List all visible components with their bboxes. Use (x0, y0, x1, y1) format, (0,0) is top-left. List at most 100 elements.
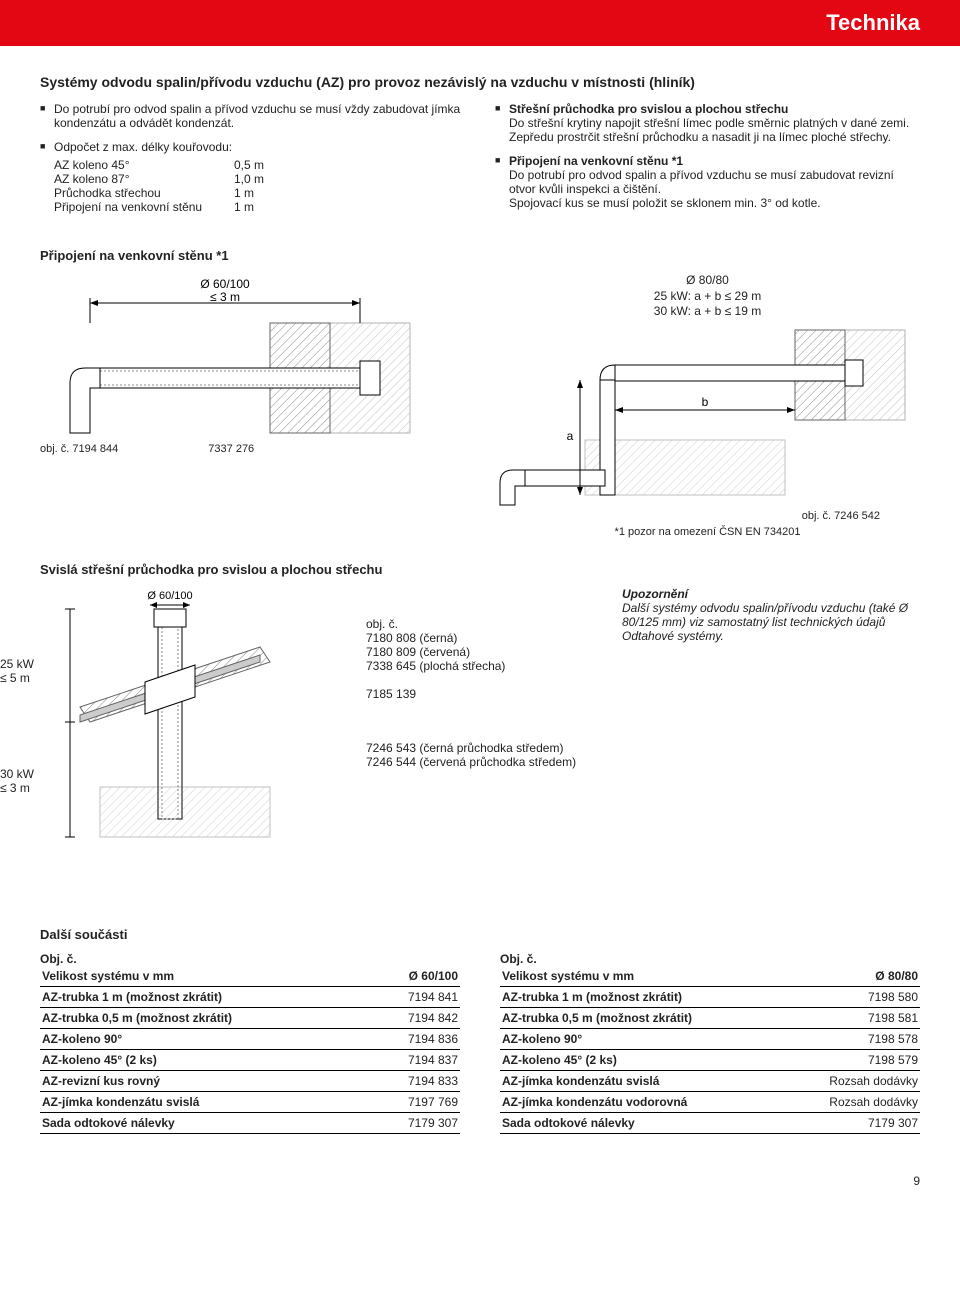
parts-columns: Obj. č. Velikost systému v mm Ø 60/100 A… (40, 952, 920, 1134)
wall-diagram-60-100: Ø 60/100 ≤ 3 m obj. č. 7194 844 7337 276 (40, 273, 465, 538)
parts-right-h-l: Velikost systému v mm (500, 966, 784, 987)
pl-4-l: AZ-revizní kus rovný (40, 1070, 368, 1091)
roof-right-text: Další systémy odvodu spalin/přívodu vzdu… (622, 601, 920, 643)
pr-2-r: 7198 578 (784, 1028, 920, 1049)
pr-6-r: 7179 307 (784, 1112, 920, 1133)
pl-1-r: 7194 842 (368, 1007, 460, 1028)
roof-section-title: Svislá střešní průchodka pro svislou a p… (40, 562, 920, 577)
roof-mid-i2-0: 7246 543 (černá průchodka středem) (366, 741, 596, 755)
parts-section-title: Další součásti (40, 927, 920, 942)
pr-3-l: AZ-koleno 45° (2 ks) (500, 1049, 784, 1070)
left-bullet-1-text: Do potrubí pro odvod spalin a přívod vzd… (54, 102, 460, 130)
pl-5-l: AZ-jímka kondenzátu svislá (40, 1091, 368, 1112)
right-bullet-2: Připojení na venkovní stěnu *1 Do potrub… (495, 154, 920, 210)
left-bullet-1: Do potrubí pro odvod spalin a přívod vzd… (40, 102, 465, 130)
roof-obj-label: obj. č. (366, 617, 596, 631)
wall-right-dim-a: a (567, 429, 574, 443)
pl-3-r: 7194 837 (368, 1049, 460, 1070)
roof-25kw-l2: ≤ 5 m (0, 671, 34, 685)
intro-columns: Do potrubí pro odvod spalin a přívod vzd… (40, 102, 920, 224)
pl-0-r: 7194 841 (368, 986, 460, 1007)
left-bullet-2: Odpočet z max. délky kouřovodu: AZ kolen… (40, 140, 465, 214)
pl-1-l: AZ-trubka 0,5 m (možnost zkrátit) (40, 1007, 368, 1028)
roof-right-title: Upozornění (622, 587, 920, 601)
wall-left-dia-len: ≤ 3 m (210, 290, 240, 304)
pr-0-l: AZ-trubka 1 m (možnost zkrátit) (500, 986, 784, 1007)
wall-diagram-80-80: Ø 80/80 25 kW: a + b ≤ 29 m 30 kW: a + b… (495, 273, 920, 538)
right-bullet-1-title: Střešní průchodka pro svislou a plochou … (509, 102, 788, 116)
wall-right-line2: 30 kW: a + b ≤ 19 m (495, 304, 920, 320)
parts-left: Obj. č. Velikost systému v mm Ø 60/100 A… (40, 952, 460, 1134)
pl-2-l: AZ-koleno 90° (40, 1028, 368, 1049)
pl-5-r: 7197 769 (368, 1091, 460, 1112)
kv-1-v: 1,0 m (234, 172, 264, 186)
wall-right-dia-top: Ø 80/80 (495, 273, 920, 289)
pr-4-r: Rozsah dodávky (784, 1070, 920, 1091)
intro-right: Střešní průchodka pro svislou a plochou … (495, 102, 920, 224)
roof-mid-i1-1: 7180 809 (červená) (366, 645, 596, 659)
header-title: Technika (826, 10, 920, 35)
pr-4-l: AZ-jímka kondenzátu svislá (500, 1070, 784, 1091)
wall-right-obj: obj. č. 7246 542 (495, 510, 920, 522)
roof-dia-top: Ø 60/100 (147, 590, 192, 602)
pr-5-r: Rozsah dodávky (784, 1091, 920, 1112)
page-body: Systémy odvodu spalin/přívodu vzduchu (A… (0, 46, 960, 1218)
wall-diagrams: Ø 60/100 ≤ 3 m obj. č. 7194 844 7337 276… (40, 273, 920, 538)
pl-6-r: 7179 307 (368, 1112, 460, 1133)
wall-section-title: Připojení na venkovní stěnu *1 (40, 248, 920, 263)
pl-6-l: Sada odtokové nálevky (40, 1112, 368, 1133)
wall-left-rightnum: 7337 276 (208, 443, 254, 455)
wall-svg-left: Ø 60/100 ≤ 3 m (40, 273, 420, 443)
parts-left-h-l: Velikost systému v mm (40, 966, 368, 987)
main-heading: Systémy odvodu spalin/přívodu vzduchu (A… (40, 74, 920, 90)
roof-25kw-l1: 25 kW (0, 657, 34, 671)
kv-2-v: 1 m (234, 186, 254, 200)
roof-section: Ø 60/100 25 kW (40, 587, 920, 847)
roof-30kw-l2: ≤ 3 m (0, 781, 34, 795)
wall-right-line1: 25 kW: a + b ≤ 29 m (495, 289, 920, 305)
parts-table-right: Velikost systému v mm Ø 80/80 AZ-trubka … (500, 966, 920, 1134)
flue-length-table: AZ koleno 45°0,5 m AZ koleno 87°1,0 m Pr… (54, 158, 465, 214)
roof-30kw-l1: 30 kW (0, 767, 34, 781)
wall-left-dia-top: Ø 60/100 (200, 277, 250, 291)
parts-left-obj: Obj. č. (40, 952, 460, 966)
parts-right-obj: Obj. č. (500, 952, 920, 966)
roof-mid-notes: obj. č. 7180 808 (černá) 7180 809 (červe… (366, 587, 596, 769)
roof-mid-i1-0: 7180 808 (černá) (366, 631, 596, 645)
pr-1-r: 7198 581 (784, 1007, 920, 1028)
right-bullet-1: Střešní průchodka pro svislou a plochou … (495, 102, 920, 144)
header-bar: Technika (0, 0, 960, 46)
pr-5-l: AZ-jímka kondenzátu vodorovná (500, 1091, 784, 1112)
pl-0-l: AZ-trubka 1 m (možnost zkrátit) (40, 986, 368, 1007)
kv-3-v: 1 m (234, 200, 254, 214)
page-number: 9 (40, 1174, 920, 1188)
right-bullet-2-text: Do potrubí pro odvod spalin a přívod vzd… (509, 168, 894, 210)
pr-2-l: AZ-koleno 90° (500, 1028, 784, 1049)
kv-3-k: Připojení na venkovní stěnu (54, 200, 234, 214)
wall-right-dim-b: b (702, 395, 709, 409)
roof-diagram-wrap: Ø 60/100 25 kW (40, 587, 340, 847)
pr-0-r: 7198 580 (784, 986, 920, 1007)
parts-table-left: Velikost systému v mm Ø 60/100 AZ-trubka… (40, 966, 460, 1134)
kv-1-k: AZ koleno 87° (54, 172, 234, 186)
kv-0-k: AZ koleno 45° (54, 158, 234, 172)
pr-3-r: 7198 579 (784, 1049, 920, 1070)
wall-svg-right: b a (495, 320, 915, 510)
right-bullet-2-title: Připojení na venkovní stěnu *1 (509, 154, 683, 168)
parts-right-h-r: Ø 80/80 (784, 966, 920, 987)
wall-left-obj: obj. č. 7194 844 (40, 443, 118, 455)
roof-right: Upozornění Další systémy odvodu spalin/p… (622, 587, 920, 643)
intro-left: Do potrubí pro odvod spalin a přívod vzd… (40, 102, 465, 224)
pr-1-l: AZ-trubka 0,5 m (možnost zkrátit) (500, 1007, 784, 1028)
kv-0-v: 0,5 m (234, 158, 264, 172)
kv-2-k: Průchodka střechou (54, 186, 234, 200)
pl-3-l: AZ-koleno 45° (2 ks) (40, 1049, 368, 1070)
pr-6-l: Sada odtokové nálevky (500, 1112, 784, 1133)
wall-right-note: *1 pozor na omezení ČSN EN 734201 (495, 526, 920, 538)
pl-2-r: 7194 836 (368, 1028, 460, 1049)
pl-4-r: 7194 833 (368, 1070, 460, 1091)
roof-mid-i2-1: 7246 544 (červená průchodka středem) (366, 755, 596, 769)
roof-svg: Ø 60/100 (40, 587, 340, 847)
parts-left-h-r: Ø 60/100 (368, 966, 460, 987)
right-bullet-1-text: Do střešní krytiny napojit střešní límec… (509, 116, 909, 144)
